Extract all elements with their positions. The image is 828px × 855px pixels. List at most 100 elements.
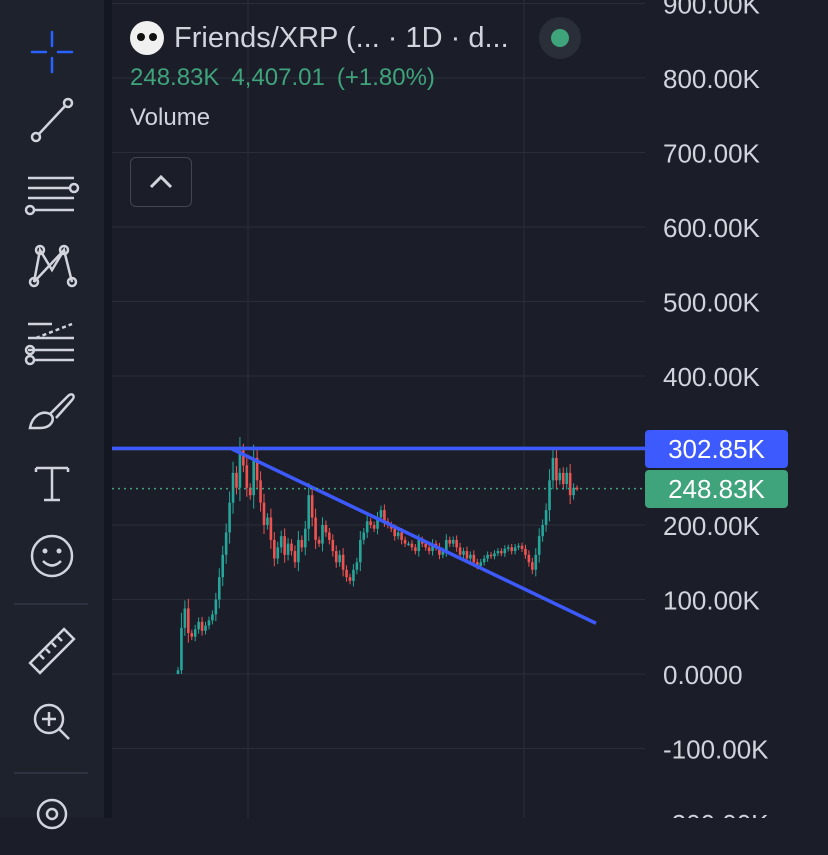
grid <box>112 0 645 818</box>
y-tick-label: 200.00K <box>663 511 761 541</box>
text-icon[interactable] <box>22 454 82 514</box>
candle-body <box>524 548 527 555</box>
candle-body <box>561 472 565 485</box>
candle-body <box>317 539 321 544</box>
candle-body <box>572 487 575 496</box>
pattern-icon[interactable] <box>22 236 82 296</box>
candle-body <box>348 577 352 581</box>
candle-body <box>359 539 362 563</box>
y-tick-label: 0.0000 <box>663 660 743 690</box>
status-dot-icon <box>550 29 569 47</box>
candle-body <box>269 517 273 540</box>
emoji-icon[interactable] <box>22 526 82 586</box>
candle-body <box>548 480 551 511</box>
price-axis: 900.00K 800.00K 700.00K 600.00K 500.00K 400.0… <box>663 0 769 818</box>
candle-body <box>279 536 283 548</box>
market-status[interactable] <box>538 17 581 59</box>
candle-body <box>211 614 214 621</box>
trend-line-icon[interactable] <box>22 90 82 150</box>
candle-body <box>293 551 297 563</box>
price-change: (+1.80%) <box>336 64 435 91</box>
candle-body <box>438 547 441 555</box>
candle-body <box>462 551 465 555</box>
chevron-up-icon <box>149 174 173 189</box>
candle-body <box>527 554 531 563</box>
candle-body <box>228 502 231 533</box>
candle-body <box>300 539 304 548</box>
candle-body <box>321 525 324 544</box>
crosshair-icon[interactable] <box>22 22 82 82</box>
indicator-label[interactable]: Volume <box>130 104 211 131</box>
candle-body <box>458 547 462 555</box>
candle-body <box>372 525 376 529</box>
candle-body <box>286 543 290 555</box>
y-tick-label: -100.00K <box>663 735 769 765</box>
candle-body <box>451 539 455 544</box>
candle-body <box>187 608 190 634</box>
candle-body <box>248 487 252 496</box>
y-tick-label: 100.00K <box>663 586 761 616</box>
candle-body <box>479 562 483 566</box>
panel-divider[interactable] <box>104 0 112 818</box>
chart-pane[interactable] <box>112 0 828 818</box>
candle-body <box>506 547 510 549</box>
candle-body <box>345 569 348 578</box>
symbol-title[interactable]: Friends/XRP (... · 1D · d... <box>174 21 509 54</box>
candle-body <box>465 551 469 559</box>
candle-body <box>531 562 534 570</box>
y-tick-label: 600.00K <box>663 213 761 243</box>
candle-body <box>379 510 383 518</box>
candle-body <box>193 629 197 637</box>
candle-body <box>235 472 238 488</box>
fib-retracement-icon[interactable] <box>22 166 82 226</box>
candle-body <box>575 487 579 490</box>
candle-body <box>341 554 345 570</box>
ruler-icon[interactable] <box>22 620 82 680</box>
candle-body <box>307 495 311 529</box>
candle-body <box>445 539 448 552</box>
candle-body <box>565 472 569 485</box>
candle-body <box>290 543 293 552</box>
candle-body <box>414 547 417 552</box>
candle-body <box>513 547 517 552</box>
candles <box>176 437 579 674</box>
candle-body <box>403 539 407 544</box>
forecast-icon[interactable] <box>22 312 82 372</box>
candle-body <box>551 457 555 481</box>
candle-body <box>262 502 266 525</box>
y-tick-label: 900.00K <box>663 0 761 20</box>
toolbar-separator <box>14 603 88 605</box>
resistance-price-tag: 302.85K <box>645 430 788 468</box>
candle-body <box>217 577 221 600</box>
candle-body <box>407 543 410 546</box>
candle-body <box>455 539 458 548</box>
candle-body <box>534 554 538 570</box>
candle-body <box>537 536 541 555</box>
drawings <box>112 446 645 625</box>
candle-body <box>303 528 307 548</box>
candle-body <box>242 450 245 466</box>
candle-body <box>510 547 513 552</box>
candle-body <box>400 532 403 540</box>
brush-icon[interactable] <box>22 382 82 442</box>
candle-body <box>276 547 280 559</box>
candle-body <box>503 548 507 554</box>
collapse-legend-button[interactable] <box>130 157 192 207</box>
candle-body <box>273 539 276 559</box>
candle-body <box>176 670 180 674</box>
candle-body <box>334 551 338 563</box>
candle-body <box>310 495 314 518</box>
candle-body <box>245 465 249 488</box>
price-value: 4,407.01 <box>231 64 325 91</box>
candle-body <box>489 554 493 557</box>
candle-body <box>496 551 500 554</box>
volume-value: 248.83K <box>130 64 220 91</box>
candle-body <box>200 621 204 631</box>
candle-body <box>266 517 269 525</box>
candle-body <box>376 517 379 529</box>
candle-body <box>541 525 544 537</box>
y-tick-label: -200.00K <box>663 809 769 818</box>
zoom-in-icon[interactable] <box>22 692 82 752</box>
candle-body <box>369 521 372 525</box>
candle-body <box>238 450 242 488</box>
